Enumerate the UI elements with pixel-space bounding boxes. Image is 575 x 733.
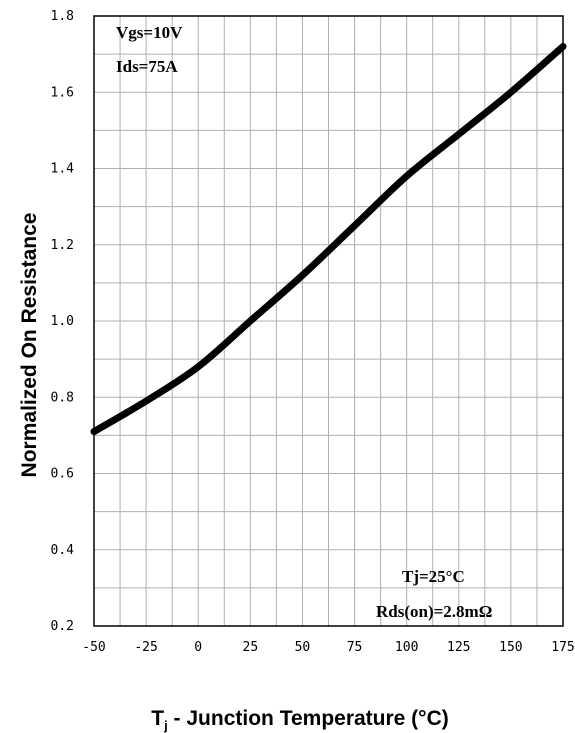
x-tick-label: 50 <box>295 640 311 655</box>
x-axis-label: Tj - Junction Temperature (°C) <box>151 707 448 733</box>
y-tick-label: 1.8 <box>51 9 74 24</box>
annotation-ids: Ids=75A <box>116 57 178 76</box>
x-tick-label: 150 <box>499 640 522 655</box>
y-tick-label: 0.6 <box>51 467 74 482</box>
annotation-tj: Tj=25°C <box>402 567 465 586</box>
x-tick-label: 100 <box>395 640 418 655</box>
y-axis-label: Normalized On Resistance <box>18 213 41 478</box>
x-tick-label: -50 <box>82 640 105 655</box>
annotation-vgs: Vgs=10V <box>116 23 183 42</box>
x-tick-label: 175 <box>551 640 574 655</box>
x-tick-label: 0 <box>194 640 202 655</box>
tick-labels: -50 -25 0 25 50 75 100 125 150 175 0.2 0.4 0.6 0.8 1.0… <box>51 9 575 655</box>
plot-frame <box>93 15 564 627</box>
annotation-rds-on: Rds(on)=2.8mΩ <box>376 602 492 621</box>
x-tick-label: 125 <box>447 640 470 655</box>
grid <box>93 15 564 627</box>
x-axis-label-t: T <box>151 707 164 730</box>
y-tick-label: 1.2 <box>51 238 74 253</box>
y-tick-label: 0.8 <box>51 390 74 405</box>
y-tick-label: 1.6 <box>51 85 74 100</box>
y-tick-label: 0.4 <box>51 543 75 558</box>
x-tick-label: 75 <box>347 640 363 655</box>
data-series-line <box>90 43 567 436</box>
x-tick-label: 25 <box>243 640 259 655</box>
y-tick-label: 1.4 <box>51 162 75 177</box>
x-axis-label-text: - Junction Temperature (°C) <box>168 707 449 730</box>
x-axis-label-subscript: j <box>163 718 168 733</box>
x-tick-label: -25 <box>134 640 157 655</box>
y-tick-label: 0.2 <box>51 619 74 634</box>
y-tick-label: 1.0 <box>51 314 74 329</box>
